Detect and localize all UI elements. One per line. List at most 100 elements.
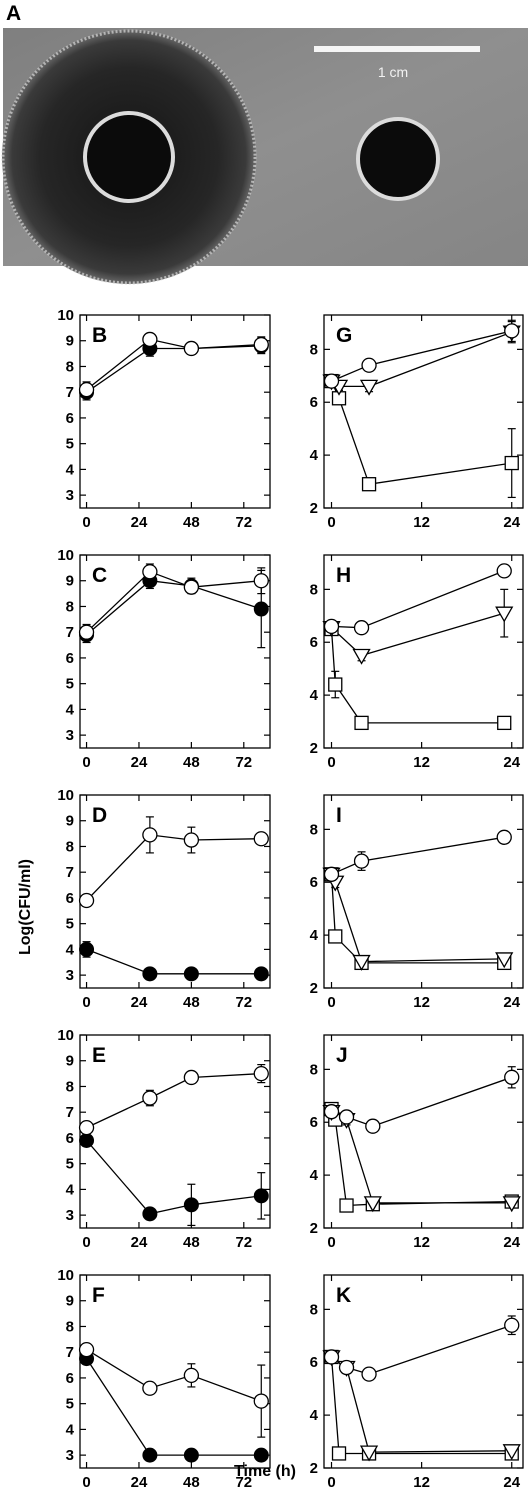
data-point-filled-circle [253, 966, 269, 982]
halo-edge [1, 29, 257, 285]
data-point-open-square [354, 715, 369, 731]
y-tick-label: 2 [310, 1460, 318, 1477]
photo-panel: A 1 cm [1, 2, 528, 285]
data-point-open-circle [142, 331, 158, 348]
y-tick-label: 4 [66, 701, 75, 718]
y-tick-label: 7 [66, 384, 74, 401]
data-point-filled-circle [142, 966, 158, 982]
series-line-filled-circle [86, 1140, 262, 1215]
y-tick-label: 4 [66, 1181, 75, 1198]
data-point-filled-circle [142, 1447, 158, 1463]
data-point-open-triangle [352, 954, 371, 971]
data-point-filled-circle [253, 1447, 269, 1463]
x-axis-title: Time (h) [234, 1463, 296, 1480]
data-point-open-triangle [495, 606, 514, 623]
y-tick-label: 8 [66, 1318, 74, 1335]
series-line-open-circle [331, 570, 505, 629]
scale-bar [314, 46, 480, 52]
y-tick-label: 3 [66, 1447, 74, 1464]
data-point-open-triangle [495, 952, 514, 969]
x-tick-label: 12 [413, 1234, 430, 1251]
plot-frame [323, 314, 524, 509]
x-tick-label: 72 [235, 1234, 252, 1251]
x-tick-label: 48 [183, 994, 200, 1011]
data-point-open-circle [353, 853, 370, 869]
series-line-open-square [330, 874, 505, 964]
data-point-open-circle [504, 1069, 520, 1085]
x-tick-label: 48 [183, 514, 200, 531]
y-tick-label: 9 [66, 573, 74, 590]
data-point-filled-circle [183, 1197, 199, 1213]
y-tick-label: 6 [310, 394, 318, 411]
plot-frame [79, 1034, 271, 1229]
data-point-open-triangle [502, 1444, 521, 1461]
data-point-open-square [504, 455, 519, 471]
data-point-open-circle [183, 1069, 200, 1086]
y-axis-title: Log(CFU/ml) [17, 859, 34, 955]
x-tick-label: 24 [503, 514, 520, 531]
y-tick-label: 5 [66, 676, 74, 693]
plot-frame [79, 794, 271, 989]
data-point-open-circle [323, 618, 340, 635]
panel-label: E [92, 1044, 106, 1067]
y-tick-label: 7 [66, 624, 74, 641]
data-point-open-circle [78, 624, 95, 640]
panel-label: J [336, 1044, 348, 1067]
y-tick-label: 10 [57, 547, 74, 564]
y-tick-label: 2 [310, 1220, 318, 1237]
series-line-open-circle [331, 1324, 512, 1375]
data-point-open-circle [496, 563, 512, 579]
data-point-open-triangle [502, 1196, 521, 1213]
y-tick-label: 4 [310, 927, 319, 944]
x-tick-label: 24 [503, 994, 520, 1011]
panel-c: 3 4 5 6 7 8 9 10 0 24 48 72 C [57, 547, 271, 771]
y-tick-label: 6 [66, 1370, 74, 1387]
y-tick-label: 8 [66, 598, 74, 615]
panel-label: H [336, 564, 351, 587]
data-point-open-circle [78, 381, 95, 398]
series-line-open-circle [86, 1072, 262, 1129]
data-point-open-circle [183, 579, 200, 595]
y-tick-label: 6 [66, 410, 74, 427]
y-tick-label: 3 [66, 487, 74, 504]
y-tick-label: 8 [310, 1061, 318, 1078]
data-point-open-circle [353, 620, 370, 636]
y-tick-label: 5 [66, 916, 74, 933]
panel-label: I [336, 804, 342, 827]
x-tick-label: 0 [327, 1234, 335, 1251]
panel-label: K [336, 1284, 351, 1307]
series-line-open-triangle [330, 874, 505, 963]
data-point-open-circle [338, 1109, 355, 1125]
data-point-open-circle [361, 1366, 377, 1382]
x-tick-label: 0 [82, 754, 90, 771]
x-tick-label: 72 [235, 994, 252, 1011]
data-point-open-circle [78, 1341, 95, 1358]
series-line-open-circle [86, 834, 262, 901]
y-tick-label: 4 [66, 461, 75, 478]
series-line-open-circle [86, 1349, 262, 1402]
panel-label: F [92, 1284, 105, 1307]
data-point-filled-circle [183, 1447, 199, 1463]
data-point-open-square [328, 929, 343, 944]
y-tick-label: 9 [66, 1293, 74, 1310]
data-point-open-triangle [352, 648, 371, 665]
x-tick-label: 24 [131, 1474, 148, 1487]
data-point-open-triangle [359, 379, 379, 396]
y-tick-label: 8 [66, 838, 74, 855]
x-tick-label: 0 [82, 514, 90, 531]
y-tick-label: 8 [310, 1301, 318, 1318]
y-tick-label: 10 [57, 1027, 74, 1044]
series-line-open-circle [331, 1076, 512, 1127]
data-point-open-circle [323, 1349, 340, 1365]
series-line-filled-circle [86, 1358, 262, 1456]
data-point-filled-circle [142, 1206, 158, 1222]
well-right [356, 117, 440, 201]
data-point-open-circle [253, 336, 269, 353]
y-tick-label: 8 [66, 1078, 74, 1095]
y-tick-label: 6 [310, 874, 318, 891]
plot-frame [79, 314, 271, 509]
